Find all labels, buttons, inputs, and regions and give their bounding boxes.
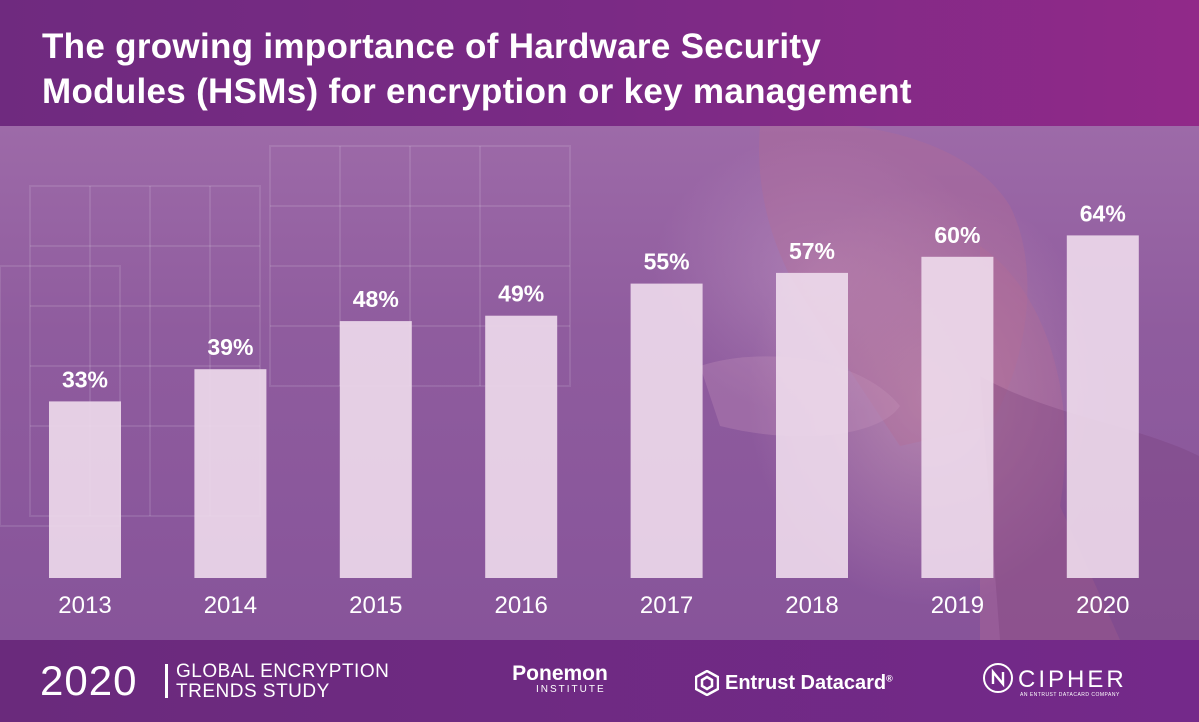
value-label-2020: 64% (1080, 200, 1126, 226)
x-tick-2017: 2017 (640, 592, 693, 619)
cipher-name: CIPHER (1018, 666, 1127, 693)
chart-title: The growing importance of Hardware Secur… (42, 24, 1042, 114)
ponemon-name: Ponemon (512, 662, 608, 685)
study-line-2: TRENDS STUDY (176, 681, 330, 702)
ncipher-circle-icon (983, 663, 1013, 693)
value-label-2019: 60% (934, 222, 980, 248)
x-tick-2014: 2014 (204, 592, 257, 619)
value-label-2013: 33% (62, 366, 108, 392)
value-label-2018: 57% (789, 238, 835, 264)
study-year: 2020 (40, 657, 138, 704)
ponemon-sub: INSTITUTE (536, 684, 606, 695)
x-tick-2018: 2018 (785, 592, 838, 619)
entrust-trademark: ® (886, 673, 893, 684)
study-name: GLOBAL ENCRYPTION TRENDS STUDY (176, 662, 389, 702)
bar-2016 (485, 315, 558, 578)
ponemon-logo: Ponemon INSTITUTE (502, 662, 618, 696)
bar-2019 (921, 256, 994, 578)
entrust-name: Entrust Datacard® (725, 672, 893, 695)
title-line-1: The growing importance of Hardware Secur… (42, 27, 822, 66)
building-silhouette (0, 126, 1199, 640)
x-tick-2019: 2019 (931, 592, 984, 619)
title-line-2: Modules (HSMs) for encryption or key man… (42, 72, 912, 111)
bar-2015 (339, 321, 412, 578)
value-label-2014: 39% (207, 334, 253, 360)
value-label-2015: 48% (353, 286, 399, 312)
bar-2020 (1066, 235, 1139, 578)
x-tick-2016: 2016 (495, 592, 548, 619)
value-label-2017: 55% (644, 249, 690, 275)
study-divider (165, 664, 168, 698)
study-line-1: GLOBAL ENCRYPTION (176, 661, 390, 682)
bar-2018 (776, 272, 848, 578)
bar-2017 (630, 283, 703, 578)
x-tick-2013: 2013 (58, 592, 111, 619)
x-tick-2020: 2020 (1076, 592, 1129, 619)
bar-chart: 33% 2013 39% 2014 48% 2015 49% 2016 55% 2017 57% 20… (49, 200, 1139, 619)
entrust-hexagon-icon (695, 670, 719, 696)
cipher-tagline: AN ENTRUST DATACARD COMPANY (1020, 692, 1120, 698)
header-band: The growing importance of Hardware Secur… (0, 0, 1199, 126)
value-label-2016: 49% (498, 281, 544, 307)
entrust-text: Entrust Datacard (725, 672, 887, 694)
x-tick-2015: 2015 (349, 592, 402, 619)
bar-2014 (194, 369, 267, 578)
bar-2013 (49, 401, 121, 578)
